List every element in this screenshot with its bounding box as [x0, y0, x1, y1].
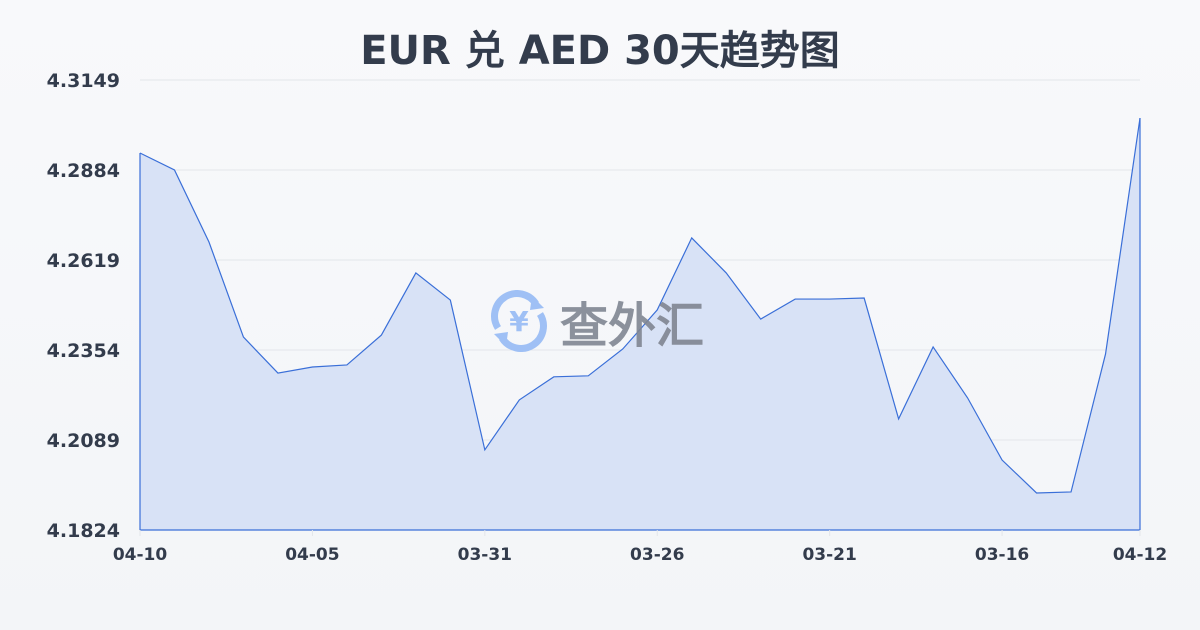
- y-tick-label: 4.2089: [47, 430, 120, 452]
- yen-exchange-icon: ¥: [491, 290, 547, 352]
- y-tick-label: 4.2884: [47, 160, 120, 182]
- x-tick-label: 04-05: [285, 545, 339, 565]
- area-fill: [140, 118, 1140, 531]
- svg-text:¥: ¥: [509, 305, 529, 338]
- y-tick-label: 4.2354: [47, 340, 120, 362]
- series-line: [139, 117, 1141, 494]
- x-tick-label: 04-12: [1113, 545, 1167, 565]
- x-tick-label: 03-21: [802, 545, 856, 565]
- watermark-text: 查外汇: [560, 298, 705, 354]
- x-tick-label: 03-26: [630, 545, 684, 565]
- y-tick-label: 4.2619: [47, 250, 120, 272]
- x-tick-label: 04-10: [113, 545, 168, 565]
- watermark: ¥ 查外汇: [488, 286, 704, 356]
- y-tick-label: 4.1824: [47, 520, 120, 542]
- x-tick-label: 03-31: [458, 545, 512, 565]
- y-tick-label: 4.3149: [47, 70, 120, 92]
- x-tick-label: 03-16: [975, 545, 1029, 565]
- chart-title: EUR 兑 AED 30天趋势图: [360, 28, 840, 74]
